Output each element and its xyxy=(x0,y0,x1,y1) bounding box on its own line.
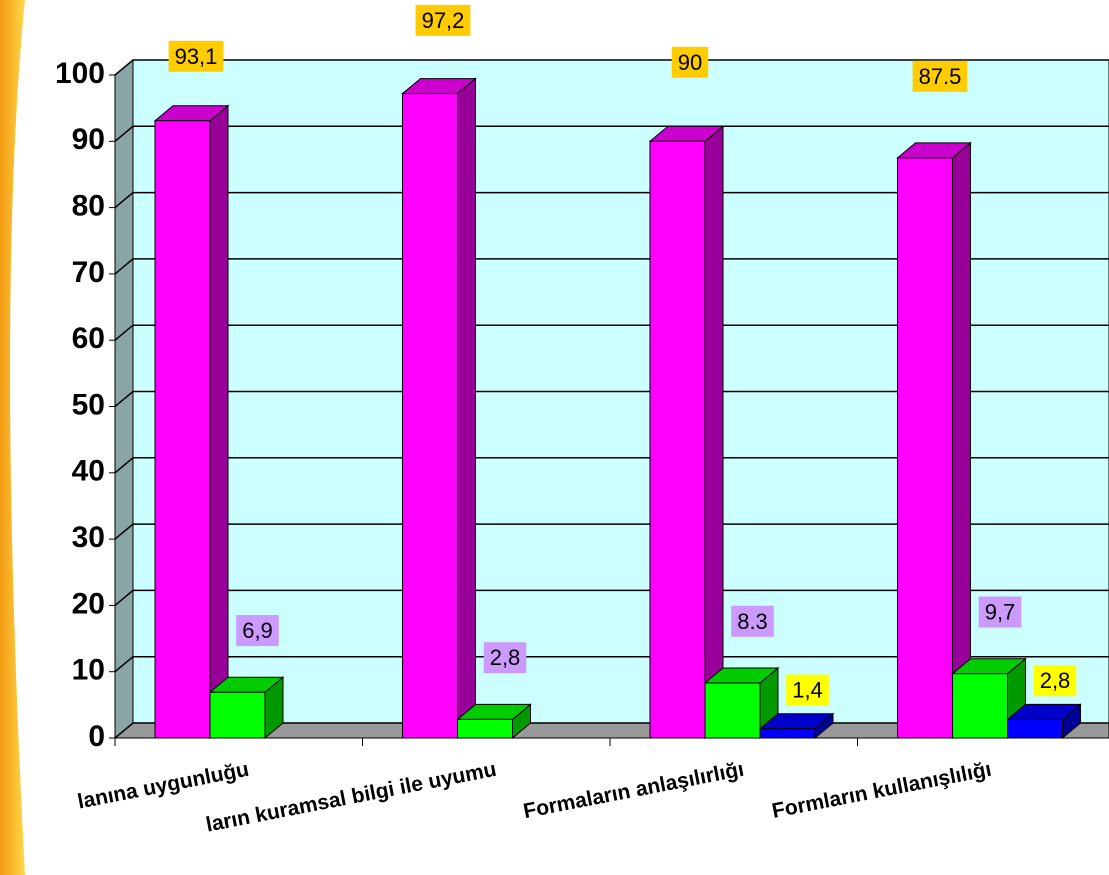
y-tick-label: 80 xyxy=(72,190,105,223)
decor-swoosh xyxy=(0,0,25,875)
data-label: 97,2 xyxy=(422,8,465,33)
y-tick-label: 60 xyxy=(72,322,105,355)
bar-front xyxy=(1007,718,1063,739)
grid-line xyxy=(114,589,1109,606)
grid-line xyxy=(114,390,1109,408)
bar xyxy=(208,676,285,740)
data-label: 1,4 xyxy=(792,678,823,703)
bar-front xyxy=(402,93,458,739)
grid-line xyxy=(114,523,1109,540)
y-tick-label: 100 xyxy=(55,57,105,90)
data-label: 93,1 xyxy=(175,44,218,69)
bar-side xyxy=(704,125,724,740)
data-label-box xyxy=(978,596,1022,628)
y-tick-label: 70 xyxy=(72,256,105,289)
data-label-box xyxy=(1033,665,1077,697)
data-label: 87.5 xyxy=(919,64,962,89)
data-label-box xyxy=(168,40,224,72)
bar xyxy=(896,141,972,740)
grid-line xyxy=(114,59,1109,76)
y-tick-label: 0 xyxy=(88,720,105,753)
bar-front xyxy=(154,120,211,739)
bar-front xyxy=(649,140,706,739)
data-label: 90 xyxy=(678,50,702,75)
data-label: 6,9 xyxy=(242,618,273,643)
bar xyxy=(648,125,725,740)
data-label-box xyxy=(236,615,279,647)
bar-side xyxy=(457,77,476,740)
bar xyxy=(153,104,230,740)
data-label-box xyxy=(731,605,774,637)
bar-front xyxy=(759,728,816,739)
data-label: 8.3 xyxy=(737,609,768,634)
bar-front xyxy=(209,691,266,739)
bar xyxy=(758,712,835,740)
data-label-box xyxy=(671,46,709,78)
data-label-box xyxy=(912,60,968,92)
data-label-box xyxy=(415,4,471,36)
grid-line xyxy=(114,125,1109,142)
bar xyxy=(703,666,780,740)
bar xyxy=(401,77,477,740)
grid-line xyxy=(114,258,1109,275)
y-tick-label: 30 xyxy=(72,521,105,554)
y-tick-label: 50 xyxy=(72,388,105,421)
grid-line xyxy=(114,655,1109,673)
bar-front xyxy=(457,718,513,739)
bar xyxy=(456,703,532,740)
grid-line xyxy=(114,191,1109,209)
data-label-box xyxy=(483,642,527,674)
grid-line xyxy=(114,324,1109,341)
y-tick-label: 20 xyxy=(72,587,105,620)
y-tick-label: 10 xyxy=(72,654,105,687)
bar-front xyxy=(897,157,953,739)
y-tick-label: 90 xyxy=(72,123,105,156)
bar xyxy=(1006,703,1082,740)
bar-side xyxy=(209,104,229,740)
y-tick-label: 40 xyxy=(72,455,105,488)
grid-line xyxy=(114,457,1109,474)
data-label: 2,8 xyxy=(1040,668,1071,693)
data-label-box xyxy=(786,674,829,706)
bar-front xyxy=(952,673,1008,739)
data-label: 2,8 xyxy=(490,645,521,670)
bar-side xyxy=(952,141,971,740)
bar-front xyxy=(704,682,761,739)
data-label: 9,7 xyxy=(985,600,1016,625)
